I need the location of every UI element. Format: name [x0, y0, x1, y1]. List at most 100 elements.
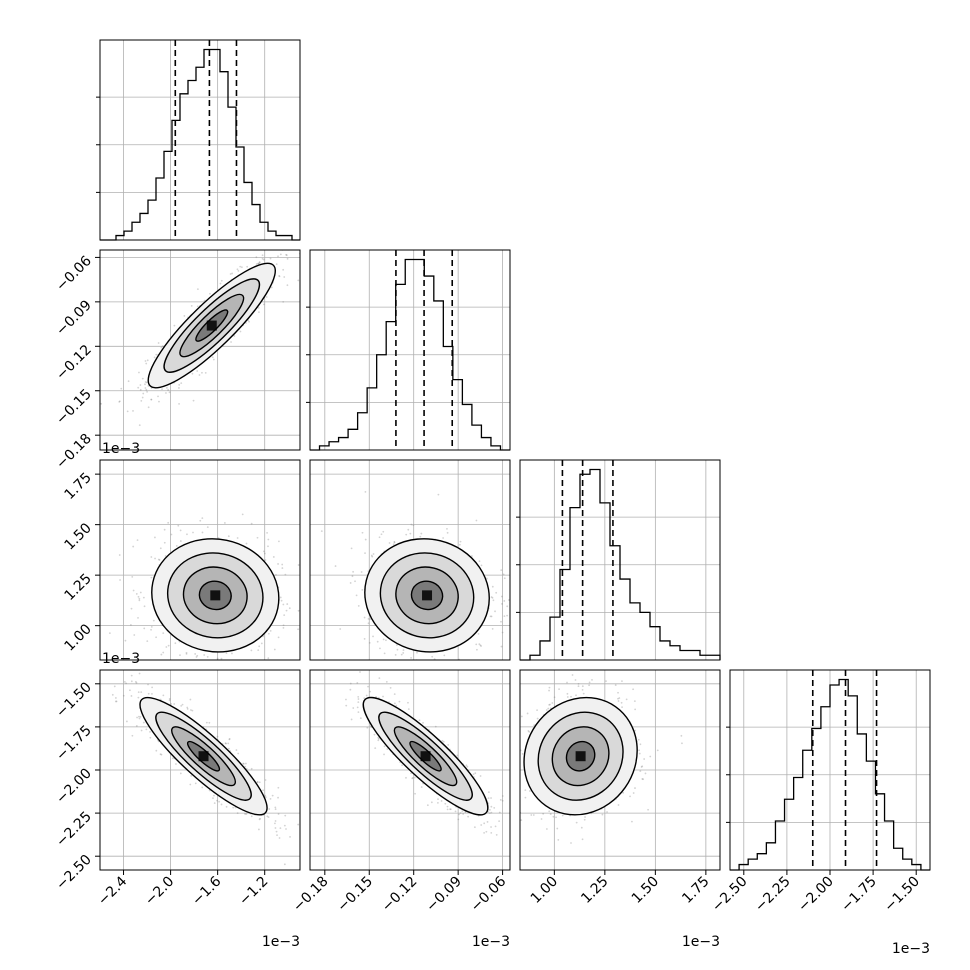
pair-panel-1-0 — [99, 243, 301, 451]
scatter-point — [479, 775, 482, 777]
contour-line — [186, 740, 221, 772]
scatter-point — [100, 402, 103, 405]
scatter-point — [520, 715, 523, 718]
scatter-point — [163, 528, 166, 531]
scatter-point — [266, 815, 269, 818]
scatter-point — [392, 543, 395, 546]
scatter-point — [369, 690, 372, 693]
scatter-point — [278, 274, 281, 277]
scatter-point — [233, 335, 236, 337]
scatter-point — [462, 813, 465, 815]
scatter-point — [161, 345, 164, 348]
scatter-point — [442, 537, 445, 539]
scatter-point — [181, 703, 184, 706]
scatter-point — [437, 801, 439, 804]
scatter-point — [239, 330, 242, 333]
scatter-point — [158, 400, 160, 403]
scatter-point — [283, 614, 286, 616]
scatter-point — [282, 268, 285, 271]
scatter-point — [405, 533, 408, 536]
scatter-point — [263, 552, 266, 555]
scatter-point — [398, 700, 401, 703]
scatter-point — [458, 543, 461, 546]
scatter-point — [149, 730, 151, 733]
scatter-point — [250, 815, 253, 818]
contour-line — [364, 538, 490, 653]
scatter-point — [557, 839, 560, 841]
scatter-point — [138, 424, 141, 427]
scatter-point — [490, 596, 493, 598]
scatter-point — [320, 530, 323, 533]
scatter-point — [262, 258, 265, 261]
scatter-point — [279, 596, 282, 599]
scatter-point — [437, 798, 439, 801]
scatter-point — [446, 805, 449, 808]
scatter-point — [480, 824, 483, 826]
scatter-point — [349, 688, 352, 691]
scatter-point — [281, 563, 284, 566]
scatter-point — [459, 540, 462, 543]
scatter-point — [374, 747, 377, 750]
scatter-point — [276, 834, 278, 837]
scatter-point — [195, 656, 198, 658]
scatter-point — [286, 257, 289, 260]
scatter-point — [447, 744, 450, 746]
scatter-point — [492, 599, 495, 602]
scatter-point — [490, 831, 493, 834]
scatter-point — [303, 628, 305, 630]
scatter-point — [264, 796, 267, 799]
scatter-point — [494, 610, 496, 613]
scatter-point — [363, 697, 366, 700]
scatter-point — [379, 647, 381, 650]
contour-line — [393, 726, 458, 787]
scatter-point — [499, 799, 502, 801]
scatter-point — [393, 693, 396, 696]
scatter-point — [144, 360, 147, 362]
scatter-point — [574, 679, 577, 681]
scatter-point — [260, 642, 263, 645]
hist-panel-2 — [516, 459, 721, 661]
scatter-point — [258, 818, 261, 821]
scatter-point — [285, 254, 288, 257]
scatter-point — [242, 762, 245, 765]
scatter-point — [284, 814, 287, 817]
scatter-point — [276, 243, 278, 245]
scatter-point — [285, 828, 287, 830]
scatter-point — [349, 582, 352, 584]
scatter-point — [270, 286, 273, 289]
scatter-point — [150, 398, 153, 401]
scatter-point — [228, 737, 231, 740]
scatter-point — [145, 388, 148, 391]
hist-panel-0 — [96, 39, 301, 241]
scatter-point — [284, 573, 287, 576]
scatter-point — [220, 657, 223, 660]
scatter-point — [365, 694, 368, 697]
scatter-point — [498, 820, 501, 823]
density-peak — [420, 751, 431, 762]
scatter-point — [606, 811, 608, 813]
scatter-point — [476, 648, 478, 651]
scatter-point — [367, 685, 369, 688]
scatter-point — [237, 270, 240, 272]
scatter-point — [250, 649, 253, 652]
scatter-point — [179, 529, 182, 532]
scatter-point — [179, 772, 182, 775]
scatter-point — [282, 300, 285, 303]
scatter-point — [301, 619, 303, 621]
scatter-point — [138, 599, 141, 602]
scatter-point — [357, 711, 360, 714]
scatter-point — [500, 645, 503, 648]
scatter-point — [257, 262, 260, 265]
scatter-point — [258, 261, 261, 264]
scatter-point — [356, 706, 359, 709]
scatter-point — [220, 279, 223, 282]
scatter-point — [151, 692, 153, 695]
scatter-point — [122, 694, 125, 697]
scatter-point — [118, 400, 121, 403]
scatter-point — [212, 797, 214, 799]
scatter-point — [269, 629, 272, 632]
scatter-point — [190, 774, 193, 777]
panel-frame — [99, 39, 301, 241]
contour-line — [395, 566, 459, 625]
scatter-point — [262, 789, 265, 792]
